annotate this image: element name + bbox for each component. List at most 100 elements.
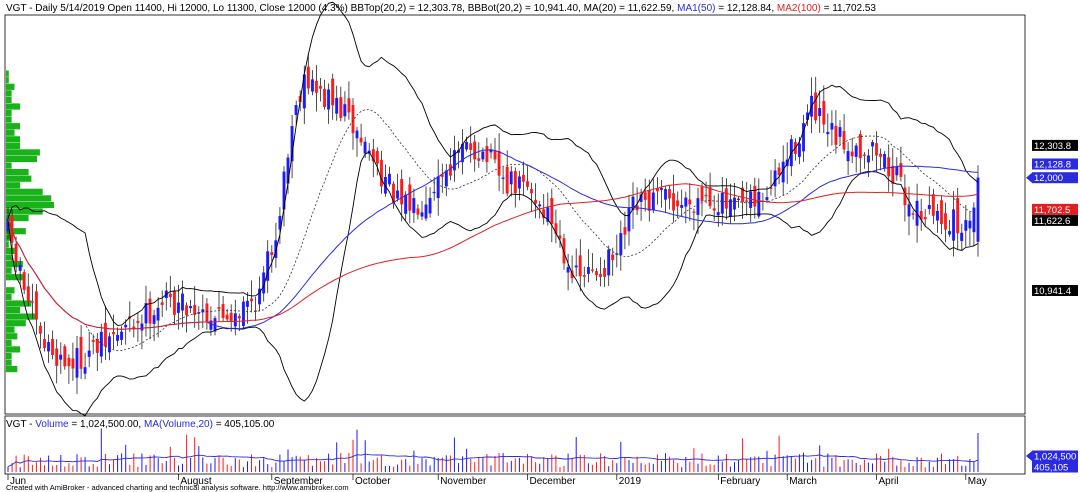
candle-down [55,348,59,366]
value-label-box [1032,214,1078,226]
candle-down [485,145,489,163]
candle-down [359,137,363,143]
vol-header-value: = 1,024,500.00, [71,419,141,430]
candle-up [728,199,732,217]
volume-value-label: 1,024,500 [1034,452,1076,463]
volume-profile-bin [6,326,15,333]
candle-down [225,314,229,320]
candle-up [952,209,956,241]
candle-down [672,193,676,211]
credit-line: Created with AmiBroker - advanced charti… [6,483,349,492]
candle-up [327,89,331,110]
x-tick-label: September [274,476,324,487]
candle-up [124,324,128,328]
volume-arrow-marker [1026,451,1032,461]
candle-up [716,212,720,216]
candle-up [546,207,550,222]
candle-down [103,322,107,347]
candle-down [63,346,67,367]
candle-down [22,272,26,290]
candle-down [30,301,34,303]
volume-profile-bin [6,70,9,77]
candle-down [221,304,225,318]
volume-profile-bin [6,366,18,373]
candle-up [87,350,91,357]
volume-profile-bin [6,293,12,300]
candle-up [274,240,278,259]
volume-profile-bin [6,103,21,110]
volume-profile-bin [6,234,12,241]
header-ma1-name: MA1(50) [677,3,715,14]
candle-up [75,348,79,378]
candle-up [278,215,282,230]
volume-profile-bin [6,359,12,366]
candle-down [676,200,680,207]
candle-down [708,187,712,207]
value-label: 11,702.5 [1034,205,1070,216]
volume-profile-bin [6,155,38,163]
candle-up [720,192,724,214]
candle-down [71,358,75,369]
candles [6,53,980,394]
candle-up [574,265,578,268]
candle-up [948,231,952,235]
candle-up [59,354,63,360]
candle-up [140,323,144,331]
candle-down [193,305,197,315]
candle-down [562,238,566,264]
volume-profile-bin [6,90,12,97]
candle-up [294,105,298,116]
candle-down [497,150,501,176]
candle-down [712,208,716,211]
candle-down [668,189,671,199]
candle-down [314,80,318,93]
candle-down [599,273,602,277]
candle-up [501,177,505,179]
x-axis: Jun August September October November Decembe… [7,474,987,487]
candle-down [26,286,30,302]
candle-down [270,252,274,256]
volume-profile-bin [6,267,12,274]
candle-down [148,298,152,324]
candle-up [465,141,469,150]
candle-down [534,199,538,204]
candle-up [120,331,124,340]
volume-profile-bin [6,175,32,182]
candle-down [944,213,947,230]
candle-down [323,88,327,108]
volume-profile-bin [6,201,54,209]
bollinger-bottom-line [7,151,979,417]
candle-up [444,170,448,187]
close-arrow-marker [1026,172,1032,183]
candle-up [972,207,976,233]
candle-down [91,339,95,343]
candle-down [400,179,404,205]
candle-up [107,336,111,353]
candle-down [777,167,781,176]
value-label: 11,622.6 [1034,216,1070,227]
candle-up [481,151,485,160]
volume-bars [7,428,979,472]
candle-down [136,320,140,324]
candle-down [814,92,818,121]
bollinger-top-line [7,1,979,326]
candle-up [266,251,270,281]
volume-profile-bin [6,182,21,189]
candle-up [424,204,428,219]
volume-panel-frame [4,415,1026,475]
x-tick-label: November [440,476,487,487]
candle-up [566,267,570,273]
volume-profile-bin [6,333,18,340]
candle-down [14,243,18,263]
ma50-line [7,149,979,330]
candle-down [923,217,927,220]
candle-down [168,293,172,298]
volume-value-box [1032,450,1078,462]
candle-up [388,173,391,185]
candle-down [891,165,895,184]
volume-profile-bin [6,129,15,136]
header-ma2-name: MA2(100) [777,3,821,14]
candle-down [505,166,509,194]
volume-profile-bin [6,109,12,117]
candle-down [237,316,241,319]
